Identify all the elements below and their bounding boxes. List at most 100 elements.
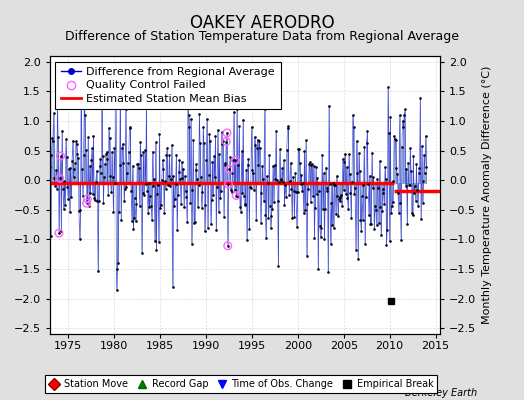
Point bbox=[224, 242, 232, 249]
Point bbox=[182, 194, 191, 200]
Point bbox=[252, 217, 260, 223]
Point bbox=[357, 228, 365, 234]
Point bbox=[321, 205, 329, 212]
Point bbox=[226, 154, 234, 160]
Point bbox=[154, 182, 162, 188]
Point bbox=[304, 186, 312, 192]
Point bbox=[136, 138, 145, 145]
Point bbox=[85, 162, 94, 169]
Point bbox=[234, 194, 242, 200]
Point bbox=[270, 162, 279, 168]
Point bbox=[105, 135, 114, 142]
Point bbox=[209, 192, 217, 198]
Point bbox=[311, 205, 319, 211]
Point bbox=[393, 170, 401, 177]
Point bbox=[233, 106, 241, 112]
Point bbox=[145, 180, 153, 186]
Point bbox=[109, 209, 117, 216]
Point bbox=[133, 161, 141, 167]
Point bbox=[318, 152, 326, 158]
Point bbox=[134, 161, 142, 167]
Point bbox=[138, 250, 146, 256]
Point bbox=[68, 158, 76, 164]
Point bbox=[343, 195, 352, 202]
Point bbox=[106, 173, 115, 179]
Point bbox=[216, 195, 224, 202]
Point bbox=[84, 134, 92, 140]
Point bbox=[315, 188, 323, 194]
Point bbox=[235, 123, 244, 130]
Point bbox=[301, 206, 309, 213]
Point bbox=[408, 212, 417, 218]
Point bbox=[355, 168, 364, 174]
Point bbox=[272, 128, 280, 135]
Point bbox=[358, 193, 366, 200]
Point bbox=[187, 116, 195, 122]
Point bbox=[336, 198, 345, 204]
Point bbox=[158, 157, 167, 163]
Point bbox=[71, 160, 79, 166]
Point bbox=[162, 152, 170, 158]
Point bbox=[87, 157, 95, 163]
Point bbox=[172, 152, 181, 158]
Point bbox=[368, 185, 377, 192]
Point bbox=[339, 156, 347, 162]
Point bbox=[111, 180, 119, 186]
Point bbox=[418, 143, 426, 149]
Point bbox=[384, 84, 392, 90]
Point bbox=[97, 170, 105, 176]
Point bbox=[243, 237, 251, 243]
Text: OAKEY AERODRO: OAKEY AERODRO bbox=[190, 14, 334, 32]
Point bbox=[223, 130, 231, 136]
Point bbox=[204, 225, 212, 231]
Point bbox=[129, 226, 138, 232]
Point bbox=[77, 61, 85, 67]
Point bbox=[409, 152, 418, 159]
Point bbox=[152, 247, 160, 253]
Point bbox=[185, 124, 193, 130]
Point bbox=[147, 203, 155, 209]
Point bbox=[144, 210, 152, 216]
Point bbox=[72, 141, 81, 148]
Point bbox=[327, 200, 335, 206]
Point bbox=[67, 194, 75, 200]
Point bbox=[376, 204, 385, 210]
Point bbox=[188, 241, 196, 247]
Point bbox=[269, 199, 278, 205]
Point bbox=[320, 170, 328, 176]
Point bbox=[263, 173, 271, 179]
Point bbox=[96, 155, 105, 162]
Point bbox=[316, 234, 325, 240]
Point bbox=[61, 202, 69, 208]
Point bbox=[115, 162, 124, 168]
Point bbox=[330, 225, 338, 231]
Point bbox=[420, 152, 428, 158]
Point bbox=[46, 233, 54, 239]
Point bbox=[296, 160, 304, 166]
Point bbox=[363, 128, 372, 134]
Point bbox=[98, 84, 106, 90]
Point bbox=[300, 210, 308, 216]
Point bbox=[413, 187, 421, 194]
Point bbox=[177, 201, 185, 208]
Point bbox=[292, 224, 301, 230]
Point bbox=[220, 213, 228, 220]
Point bbox=[398, 118, 407, 124]
Point bbox=[358, 216, 367, 223]
Point bbox=[364, 180, 372, 187]
Point bbox=[419, 178, 428, 184]
Point bbox=[307, 162, 315, 168]
Point bbox=[288, 215, 297, 222]
Point bbox=[283, 125, 292, 131]
Point bbox=[337, 192, 345, 198]
Point bbox=[231, 157, 239, 164]
Point bbox=[191, 167, 200, 174]
Point bbox=[183, 219, 191, 225]
Point bbox=[251, 142, 259, 148]
Point bbox=[329, 180, 337, 186]
Point bbox=[394, 189, 402, 196]
Point bbox=[373, 222, 381, 228]
Point bbox=[148, 217, 156, 224]
Point bbox=[401, 183, 410, 189]
Point bbox=[46, 164, 54, 170]
